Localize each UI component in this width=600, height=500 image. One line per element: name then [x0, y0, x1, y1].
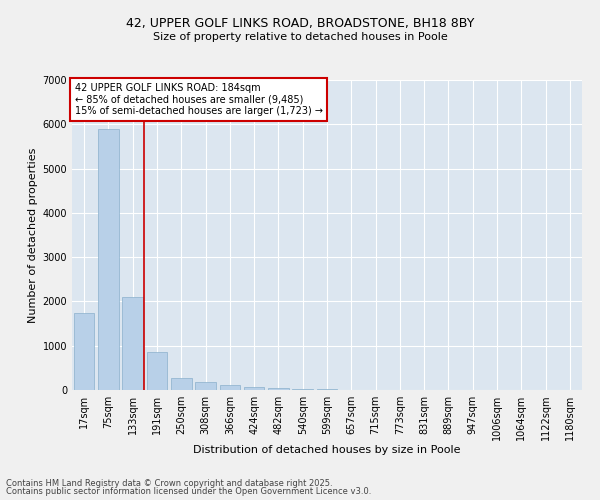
Y-axis label: Number of detached properties: Number of detached properties — [28, 148, 38, 322]
Bar — [220, 384, 240, 390]
Bar — [146, 352, 167, 390]
X-axis label: Distribution of detached houses by size in Poole: Distribution of detached houses by size … — [193, 444, 461, 454]
Text: 42, UPPER GOLF LINKS ROAD, BROADSTONE, BH18 8BY: 42, UPPER GOLF LINKS ROAD, BROADSTONE, B… — [126, 18, 474, 30]
Bar — [74, 312, 94, 390]
Bar — [171, 378, 191, 390]
Bar — [98, 128, 119, 390]
Bar — [292, 389, 313, 390]
Text: 42 UPPER GOLF LINKS ROAD: 184sqm
← 85% of detached houses are smaller (9,485)
15: 42 UPPER GOLF LINKS ROAD: 184sqm ← 85% o… — [74, 83, 323, 116]
Bar — [244, 386, 265, 390]
Bar — [268, 388, 289, 390]
Bar — [195, 382, 216, 390]
Text: Contains public sector information licensed under the Open Government Licence v3: Contains public sector information licen… — [6, 487, 371, 496]
Bar — [122, 297, 143, 390]
Text: Size of property relative to detached houses in Poole: Size of property relative to detached ho… — [152, 32, 448, 42]
Text: Contains HM Land Registry data © Crown copyright and database right 2025.: Contains HM Land Registry data © Crown c… — [6, 478, 332, 488]
